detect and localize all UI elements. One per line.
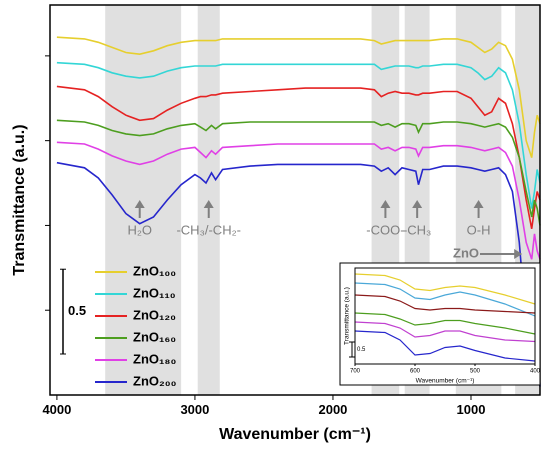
arrow-head (134, 200, 145, 208)
arrow-head (514, 249, 523, 259)
series-line (354, 273, 536, 305)
legend-label: ZnO₁₆₀ (133, 329, 176, 344)
y-axis-label: Transmittance (a.u.) (344, 287, 351, 345)
annotation: -CH₃/-CH₂- (176, 222, 241, 237)
x-tick-label: 4000 (42, 402, 71, 417)
series-line (56, 119, 541, 226)
plot-frame (354, 267, 536, 365)
legend-label: ZnO₁₂₀ (133, 307, 176, 322)
x-tick-label: 1000 (457, 402, 486, 417)
annotation: ZnO (453, 245, 479, 260)
x-tick-label: 400 (530, 368, 541, 374)
annotation: -COO- (366, 222, 404, 237)
series-line (56, 161, 541, 387)
series-line (56, 36, 541, 158)
annotation: -CH₃ (403, 222, 431, 237)
series-line (354, 294, 536, 314)
series-line (56, 85, 541, 229)
x-axis-label: Wavenumber (cm⁻¹) (219, 426, 371, 443)
arrow-head (380, 200, 391, 208)
x-tick-label: 700 (350, 368, 361, 374)
x-tick-label: 2000 (318, 402, 347, 417)
legend-label: ZnO₁₀₀ (133, 263, 176, 278)
series-line (354, 312, 536, 335)
legend-label: ZnO₁₁₀ (133, 285, 176, 300)
annotation: O-H (467, 222, 491, 237)
x-tick-label: 600 (410, 368, 421, 374)
legend-label: ZnO₁₈₀ (133, 351, 176, 366)
series-line (56, 141, 541, 260)
plot-frame (49, 4, 541, 396)
x-axis-label: Wavenumber (cm⁻¹) (416, 378, 475, 385)
arrow-head (473, 200, 484, 208)
legend-label: ZnO₂₀₀ (133, 373, 177, 388)
arrow-head (203, 200, 214, 208)
arrow-head (412, 200, 423, 208)
x-tick-label: 500 (470, 368, 481, 374)
series-line (56, 61, 541, 209)
y-axis-label: Transmittance (a.u.) (11, 124, 28, 275)
annotation: H₂O (127, 222, 152, 237)
x-tick-label: 3000 (180, 402, 209, 417)
series-line (354, 330, 536, 362)
inset-box (339, 262, 541, 386)
scale-label: 0.5 (357, 347, 366, 353)
series-line (354, 321, 536, 343)
scale-label: 0.5 (68, 303, 86, 318)
series-line (354, 282, 536, 317)
